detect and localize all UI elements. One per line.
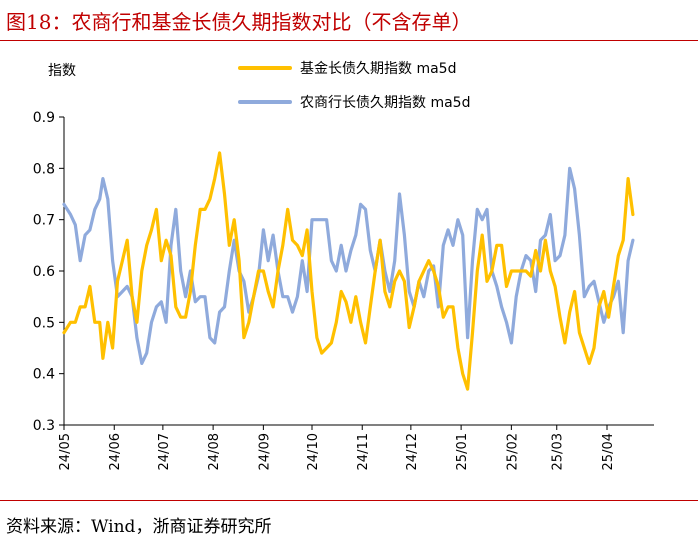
- legend-label-bank: 农商行长债久期指数 ma5d: [300, 95, 470, 111]
- x-tick-label: 25/01: [455, 433, 470, 470]
- x-tick-label: 25/04: [601, 433, 616, 470]
- x-tick-label: 24/07: [157, 433, 172, 470]
- x-tick-label: 24/10: [306, 433, 321, 470]
- x-tick-label: 24/05: [58, 433, 73, 470]
- y-tick-label: 0.4: [33, 367, 55, 383]
- x-tick-label: 24/06: [108, 433, 123, 470]
- x-tick-label: 24/09: [257, 433, 272, 470]
- y-tick-label: 0.3: [33, 418, 55, 434]
- series-fund-line: [62, 151, 635, 391]
- y-tick-label: 0.7: [33, 213, 55, 229]
- title-rule: [0, 40, 698, 41]
- source-note: 资料来源：Wind，浙商证券研究所: [6, 517, 272, 537]
- series-bank-line: [62, 166, 635, 365]
- legend-label-fund: 基金长债久期指数 ma5d: [300, 60, 456, 77]
- y-tick-label: 0.8: [33, 161, 55, 177]
- y-tick-label: 0.9: [33, 110, 55, 126]
- figure-title: 图18：农商行和基金长债久期指数对比（不含存单）: [6, 10, 472, 34]
- axes: 0.3 0.4 0.5 0.6 0.7 0.8 0.9 24/05 24/06 24/07 24/0…: [33, 110, 654, 470]
- y-tick-label: 0.5: [33, 315, 55, 331]
- series-layer: [62, 151, 635, 391]
- legend: 基金长债久期指数 ma5d 农商行长债久期指数 ma5d: [238, 60, 470, 111]
- x-tick-label: 24/11: [356, 433, 371, 470]
- x-tick-label: 25/03: [551, 433, 566, 470]
- x-tick-label: 25/02: [505, 433, 520, 470]
- x-tick-label: 24/12: [405, 433, 420, 470]
- x-tick-label: 24/08: [207, 433, 222, 470]
- source-rule: [0, 500, 698, 501]
- y-axis-label: 指数: [48, 63, 76, 79]
- y-tick-label: 0.6: [33, 264, 55, 280]
